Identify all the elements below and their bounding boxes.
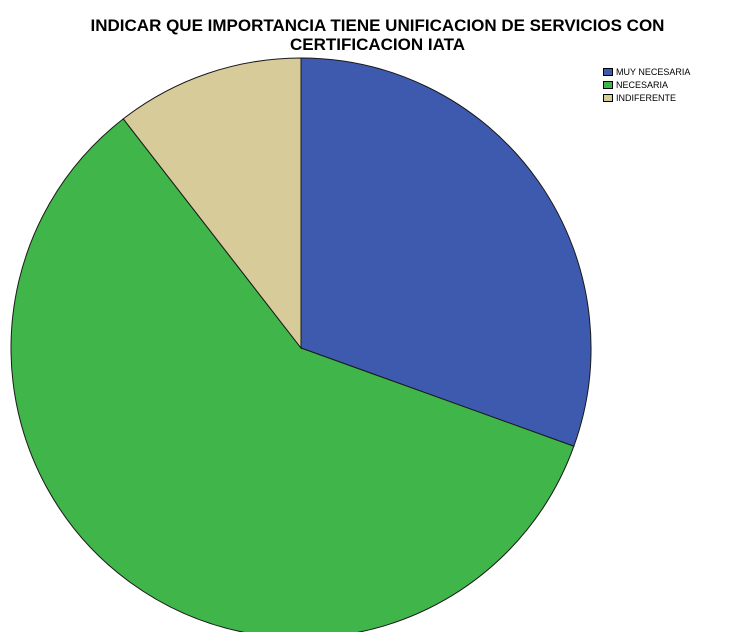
chart-title-line-2: CERTIFICACION IATA [289,35,466,54]
legend-label-indiferente: INDIFERENTE [616,92,677,103]
legend-label-necesaria: NECESARIA [616,79,669,90]
legend-swatch-muy-necesaria [603,67,613,76]
pie-slices [10,57,592,632]
legend-item-muy-necesaria: MUY NECESARIA [603,65,690,78]
legend-item-indiferente: INDIFERENTE [603,91,690,104]
chart-title: INDICAR QUE IMPORTANCIA TIENE UNIFICACIO… [0,16,755,54]
pie-slice-necesaria [10,118,575,632]
pie-slice-muy-necesaria [300,57,592,447]
pie-slice-indiferente [122,57,302,350]
legend-label-muy-necesaria: MUY NECESARIA [616,66,691,77]
legend: MUY NECESARIA NECESARIA INDIFERENTE [603,65,690,104]
legend-swatch-necesaria [603,80,613,89]
legend-swatch-indiferente [603,93,613,102]
chart-title-line-1: INDICAR QUE IMPORTANCIA TIENE UNIFICACIO… [90,16,665,35]
legend-item-necesaria: NECESARIA [603,78,690,91]
